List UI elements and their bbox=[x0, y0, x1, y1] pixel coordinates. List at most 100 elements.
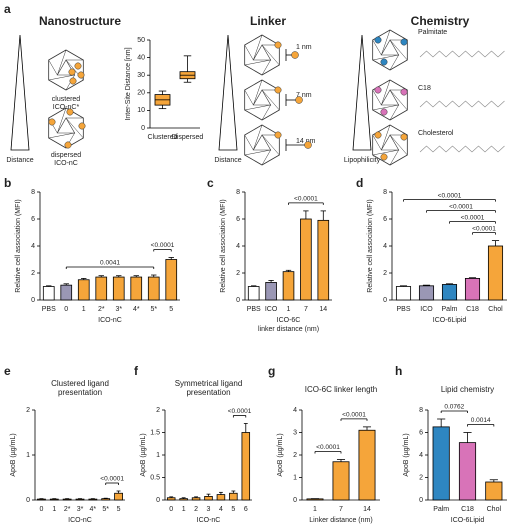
x-axis-label: ICO-6C bbox=[277, 317, 301, 324]
structure-label: clustered bbox=[52, 96, 81, 103]
p-value: <0.0001 bbox=[100, 476, 124, 483]
structure-label: ICO-nC bbox=[54, 160, 78, 167]
bar bbox=[282, 271, 295, 301]
bar bbox=[114, 492, 123, 501]
structure-label: dispersed bbox=[51, 152, 81, 159]
panel-letter: b bbox=[4, 176, 11, 190]
x-tick-label: Palm bbox=[442, 306, 458, 313]
icosahedron-edge bbox=[48, 59, 58, 76]
y-tick-label: 1.5 bbox=[150, 429, 160, 436]
y-tick-label: 0 bbox=[236, 297, 240, 304]
icosahedron bbox=[48, 49, 84, 91]
ligand bbox=[274, 41, 282, 49]
x-tick-label: 4 bbox=[219, 506, 223, 513]
x-tick-label: 1 bbox=[287, 306, 291, 313]
y-axis-label: ApoB (µg/mL) bbox=[10, 433, 17, 476]
wedge-label: Distance bbox=[6, 157, 33, 164]
icosahedron-face bbox=[252, 134, 272, 151]
y-tick-label: 0 bbox=[141, 125, 145, 132]
icosahedron-edge bbox=[244, 104, 271, 111]
y-tick-label: 2 bbox=[236, 270, 240, 277]
wedge bbox=[10, 34, 30, 151]
icosahedron-edge bbox=[261, 149, 271, 166]
bar bbox=[37, 498, 46, 501]
x-axis-label: linker distance (nm) bbox=[258, 326, 319, 333]
x-tick-label: Chol bbox=[488, 306, 503, 313]
bar bbox=[395, 286, 412, 301]
ligand bbox=[374, 131, 382, 139]
x-tick-label: C18 bbox=[466, 306, 479, 313]
icosahedron-edge bbox=[57, 49, 67, 76]
y-tick-label: 4 bbox=[293, 407, 297, 414]
icosahedron-edge bbox=[372, 39, 382, 56]
bar bbox=[358, 429, 376, 501]
bar bbox=[42, 286, 55, 301]
icosahedron bbox=[244, 34, 280, 76]
icosahedron-edge bbox=[389, 39, 408, 61]
ligand bbox=[380, 58, 388, 66]
y-tick-label: 0 bbox=[26, 497, 30, 504]
lipid-label: C18 bbox=[418, 85, 431, 92]
y-tick-label: 1 bbox=[156, 452, 160, 459]
icosahedron-face bbox=[56, 117, 76, 134]
y-tick-label: 8 bbox=[419, 407, 423, 414]
icosahedron-face bbox=[380, 89, 400, 106]
ligand bbox=[400, 133, 408, 141]
icosahedron-edge bbox=[389, 89, 408, 111]
lipid-structure bbox=[419, 100, 505, 108]
x-tick-label: ICO bbox=[265, 306, 278, 313]
ligand bbox=[48, 118, 56, 126]
linker-label: 1 nm bbox=[296, 44, 312, 51]
p-value: <0.0001 bbox=[342, 412, 366, 419]
bar bbox=[130, 276, 143, 301]
lipid-label: Palmitate bbox=[418, 29, 447, 36]
y-tick-label: 8 bbox=[236, 189, 240, 196]
bar bbox=[247, 286, 260, 301]
x-tick-label: 3 bbox=[207, 506, 211, 513]
x-tick-label: Chol bbox=[487, 506, 502, 513]
icosahedron-edge bbox=[244, 59, 271, 66]
bar bbox=[317, 219, 330, 301]
bar bbox=[204, 495, 213, 501]
icosahedron-edge bbox=[244, 134, 254, 151]
icosahedron-face bbox=[252, 44, 272, 61]
p-value: 0.0762 bbox=[444, 404, 464, 411]
x-tick-label: 6 bbox=[244, 506, 248, 513]
bar bbox=[487, 245, 504, 301]
ligand bbox=[295, 96, 303, 104]
y-tick-label: 2 bbox=[419, 474, 423, 481]
icosahedron-edge bbox=[261, 44, 280, 66]
x-tick-label: 5* bbox=[150, 306, 157, 313]
x-axis-label: ICO-6Lipid bbox=[451, 517, 485, 524]
y-tick-label: 0 bbox=[156, 497, 160, 504]
p-value: <0.0001 bbox=[151, 242, 175, 249]
y-axis-label: Relative cell association (MFI) bbox=[367, 199, 374, 292]
y-tick-label: 0.5 bbox=[150, 474, 160, 481]
x-tick-label: 2 bbox=[194, 506, 198, 513]
icosahedron-edge bbox=[65, 117, 84, 139]
x-tick-label: PBS bbox=[42, 306, 56, 313]
x-tick-label: PBS bbox=[396, 306, 410, 313]
y-tick-label: 10 bbox=[137, 107, 145, 114]
ligand bbox=[380, 108, 388, 116]
y-tick-label: 1 bbox=[293, 474, 297, 481]
bar bbox=[112, 276, 125, 301]
icosahedron-face bbox=[252, 89, 272, 106]
x-tick-label: C18 bbox=[461, 506, 474, 513]
y-tick-label: 2 bbox=[31, 270, 35, 277]
bar bbox=[191, 497, 201, 501]
structure-label: ICO-nC* bbox=[53, 104, 80, 111]
panel-letter: c bbox=[207, 176, 214, 190]
icosahedron-edge bbox=[372, 104, 399, 111]
y-tick-label: 6 bbox=[236, 216, 240, 223]
y-tick-label: 1 bbox=[26, 452, 30, 459]
bar bbox=[332, 461, 350, 501]
bar bbox=[165, 259, 178, 301]
x-axis-label: Linker distance (nm) bbox=[309, 517, 372, 524]
icosahedron-face bbox=[380, 39, 400, 56]
bar bbox=[147, 276, 160, 301]
y-axis-label: Inter-Site Distance [nm] bbox=[125, 47, 132, 120]
bar bbox=[241, 432, 251, 501]
y-tick-label: 0 bbox=[31, 297, 35, 304]
y-tick-label: 6 bbox=[31, 216, 35, 223]
